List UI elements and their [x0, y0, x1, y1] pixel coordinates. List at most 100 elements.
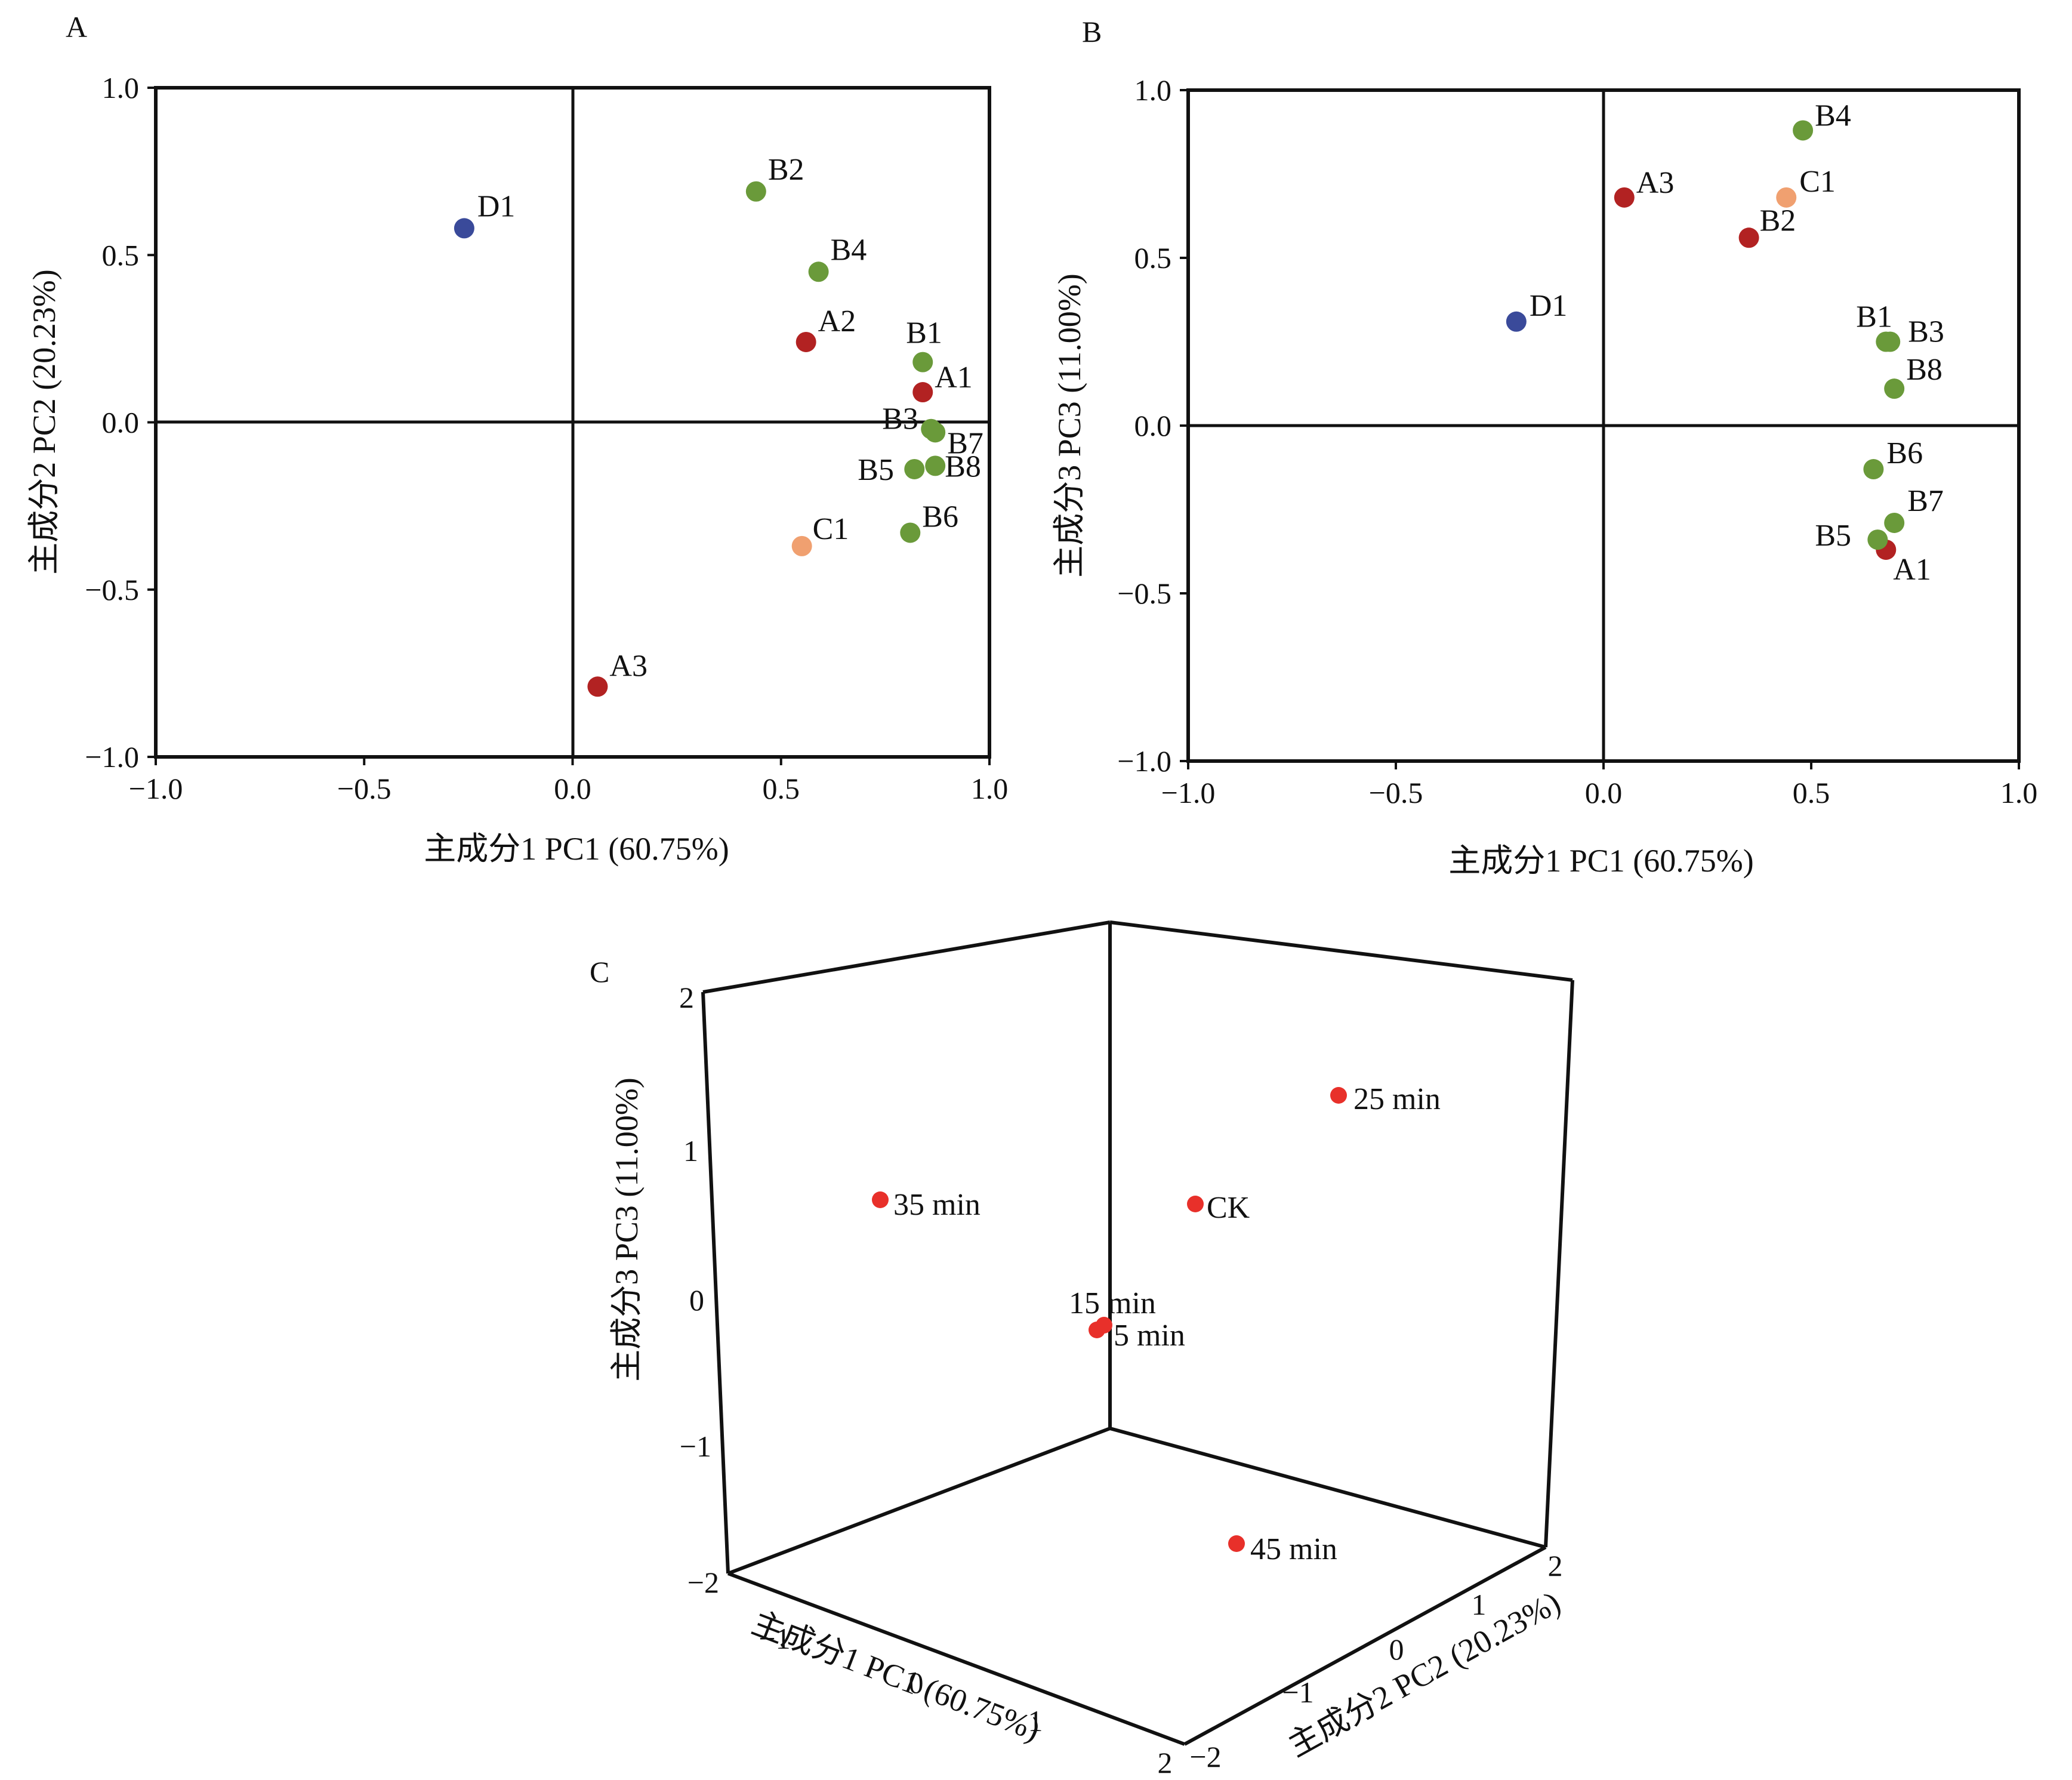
panel-c-edge-top-left	[702, 920, 1111, 994]
point-label: 35 min	[893, 1188, 980, 1222]
y-tick-label: 0.0	[1134, 409, 1172, 442]
x-tick-label: −1.0	[129, 772, 183, 805]
panel-c-edge-right-vertical	[1544, 980, 1574, 1548]
point-marker	[1867, 529, 1888, 550]
y-tick-label: −0.5	[85, 573, 139, 606]
point-label: B4	[1815, 98, 1851, 133]
panel-c-ylabel: 主成分2 PC2 (20.23%)	[1282, 1584, 1566, 1763]
panel-a-ticks: −1.0 −0.5 0.0 0.5 1.0 1.0 0.5 0.0 −0.5 −1.0	[85, 71, 1008, 805]
point-label: B7	[947, 426, 983, 460]
panel-c-ztick: 0	[689, 1283, 704, 1317]
panel-c-ytick: 2	[1548, 1549, 1563, 1582]
point-label: B8	[1906, 353, 1942, 387]
point-label: B3	[1908, 315, 1944, 349]
y-tick-label: 0.5	[102, 238, 140, 272]
point-label: B5	[858, 453, 894, 487]
point-label: B1	[1856, 300, 1892, 334]
point-label: C1	[813, 512, 849, 546]
panel-c-xtick: 0	[909, 1666, 924, 1699]
point-label: B5	[1815, 519, 1851, 553]
point-marker	[912, 382, 933, 403]
x-tick-label: −0.5	[1369, 776, 1423, 809]
point-label: B6	[1886, 436, 1923, 470]
point-marker	[1884, 512, 1905, 533]
point-marker	[1776, 187, 1797, 208]
point-label: D1	[1530, 289, 1568, 323]
panel-a: A −1.0 −0.5 0.0 0.5 1.0 1.0 0.5 0.0 −0.5 −1.0 D1 B…	[26, 10, 1008, 867]
point-label: B7	[1907, 484, 1944, 518]
x-tick-label: 0.5	[1793, 776, 1830, 809]
point-label: A3	[609, 649, 648, 683]
x-tick-label: 0.0	[554, 772, 591, 805]
panel-c-edge-top-right	[1109, 920, 1573, 982]
panel-c-ytick: −2	[1189, 1740, 1221, 1773]
y-tick-label: −0.5	[1117, 577, 1171, 610]
point-marker	[1506, 311, 1527, 332]
point-label: A2	[818, 304, 856, 338]
point-label: B4	[831, 233, 867, 267]
point-label: 5 min	[1114, 1319, 1185, 1353]
y-tick-label: 1.0	[102, 71, 140, 104]
panel-a-ylabel: 主成分2 PC2 (20.23%)	[26, 269, 62, 575]
point-label: B8	[945, 449, 981, 484]
y-tick-label: 0.5	[1134, 241, 1172, 275]
panel-c-ztick: −1	[680, 1430, 711, 1463]
point-label: 15 min	[1069, 1286, 1156, 1320]
point-label: C1	[1799, 165, 1836, 199]
x-tick-label: −1.0	[1161, 776, 1216, 809]
panel-a-points: D1 B2 B4 A2 B1 A1 B3 B7 B5 B8 C1 B6 A3	[454, 153, 983, 697]
x-tick-label: 0.5	[763, 772, 800, 805]
point-marker	[745, 181, 766, 202]
point-label: A1	[935, 361, 973, 395]
point-marker	[1228, 1535, 1245, 1552]
point-label: A1	[1893, 553, 1931, 587]
panel-a-xlabel: 主成分1 PC1 (60.75%)	[424, 831, 729, 867]
panel-b-ylabel: 主成分3 PC3 (11.00%)	[1052, 273, 1087, 578]
panel-c-edge-front-right	[1183, 1545, 1547, 1746]
x-tick-label: −0.5	[337, 772, 391, 805]
x-tick-label: 0.0	[1585, 776, 1623, 809]
point-marker	[1187, 1196, 1204, 1212]
point-marker	[904, 458, 925, 479]
panel-c-edge-floor-right	[1109, 1427, 1546, 1549]
point-label: 25 min	[1353, 1082, 1441, 1116]
point-marker	[872, 1191, 889, 1208]
panel-b-ticks: −1.0 −0.5 0.0 0.5 1.0 1.0 0.5 0.0 −0.5 −1.0	[1117, 73, 2037, 809]
point-marker	[1614, 187, 1635, 208]
panel-c-xtick: 1	[1028, 1704, 1043, 1738]
point-marker	[925, 422, 946, 443]
point-marker	[796, 331, 816, 352]
point-label: B6	[922, 500, 958, 534]
panel-c-ytick: 1	[1472, 1588, 1487, 1621]
panel-c-xtick: −1	[758, 1622, 790, 1655]
panel-b-xlabel: 主成分1 PC1 (60.75%)	[1448, 843, 1754, 879]
panel-c-edge-left-vertical	[701, 991, 730, 1574]
panel-c: C 2 1 0 −1 −2 −1 0 1 2 2 1 0 −1 −2 主成分3 …	[590, 920, 1574, 1779]
point-marker	[912, 352, 933, 372]
x-tick-label: 1.0	[971, 772, 1009, 805]
point-marker	[1089, 1322, 1105, 1338]
point-marker	[1793, 120, 1814, 141]
panel-c-ytick: −1	[1282, 1676, 1314, 1709]
x-tick-label: 1.0	[2000, 776, 2038, 809]
y-tick-label: −1.0	[1117, 744, 1171, 778]
point-marker	[808, 261, 829, 282]
point-marker	[1880, 331, 1901, 352]
point-marker	[1330, 1087, 1347, 1104]
panel-c-zlabel: 主成分3 PC3 (11.00%)	[609, 1077, 645, 1382]
point-marker	[791, 535, 812, 556]
panel-b-letter: B	[1082, 15, 1102, 48]
panel-c-ztick: 2	[679, 981, 694, 1014]
y-tick-label: 1.0	[1134, 73, 1172, 107]
point-label: B2	[1760, 204, 1796, 238]
panel-c-letter: C	[590, 955, 609, 988]
panel-c-edge-front-left	[727, 1572, 1186, 1746]
y-tick-label: −1.0	[85, 740, 139, 774]
point-label: B2	[768, 153, 804, 187]
point-label: A3	[1636, 166, 1675, 200]
panel-c-points: 25 min 35 min CK 15 min 5 min 45 min	[872, 1082, 1441, 1566]
panel-c-ztick: −2	[687, 1566, 719, 1599]
point-label: B3	[882, 402, 918, 436]
point-marker	[900, 522, 921, 543]
